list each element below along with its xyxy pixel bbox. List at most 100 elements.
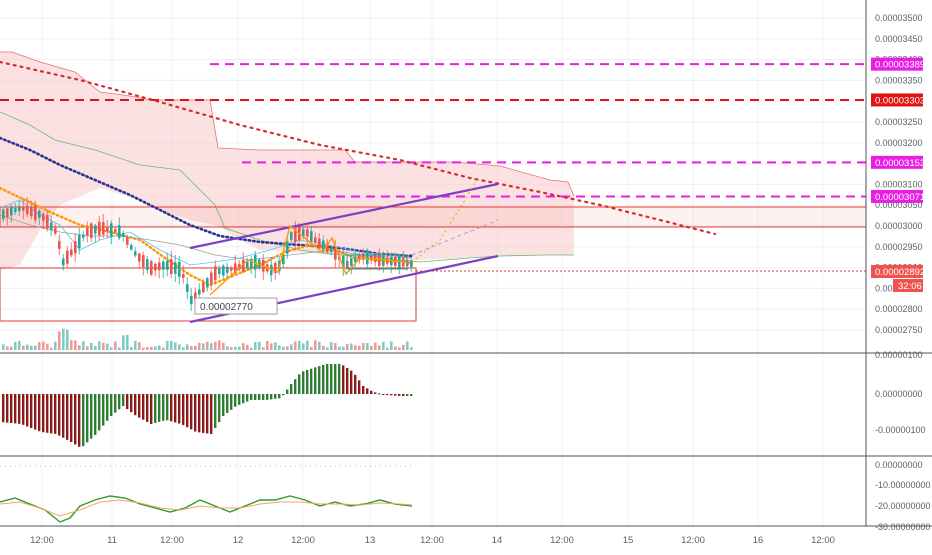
volume-bar xyxy=(230,347,233,350)
price-levels[interactable] xyxy=(0,63,866,198)
volume-bar xyxy=(366,343,369,350)
macd-bar xyxy=(182,394,185,426)
plot-area[interactable] xyxy=(0,0,866,550)
macd-bar xyxy=(242,394,245,404)
volume-bar xyxy=(126,334,129,350)
price-tick-label: 0.00002800 xyxy=(875,304,923,314)
candle-body xyxy=(410,260,413,268)
candle-body xyxy=(134,251,137,256)
macd-bar xyxy=(222,394,225,416)
descending-trendline[interactable] xyxy=(0,60,717,236)
candle-body xyxy=(106,226,109,232)
volume-bar xyxy=(38,342,41,350)
volume-bar xyxy=(330,341,333,350)
macd-bar xyxy=(58,394,61,436)
oscillator-axis[interactable]: 0.00000000 -10.00000000 -20.00000000 -30.00… xyxy=(875,460,931,532)
volume-bar xyxy=(222,342,225,350)
time-axis[interactable]: 12:00 11 12:00 12 12:00 13 12:00 14 12:00 15 12:00… xyxy=(30,535,835,546)
macd-bar xyxy=(266,394,269,400)
volume-bar xyxy=(306,340,309,350)
candle-body xyxy=(54,228,57,234)
candle-body xyxy=(290,232,293,240)
candle-body xyxy=(214,266,217,281)
candle-body xyxy=(10,207,13,216)
volume-bar xyxy=(34,345,37,350)
candle-body xyxy=(198,289,201,295)
candle-body xyxy=(90,223,93,238)
macd-bar xyxy=(42,394,45,433)
macd-bar xyxy=(70,394,73,442)
low-price-marker[interactable]: 0.00002770 xyxy=(194,297,278,315)
candle-body xyxy=(174,262,177,274)
candle-body xyxy=(318,238,321,248)
candle-body xyxy=(42,213,45,221)
time-tick-label: 12 xyxy=(233,535,244,546)
macd-bar xyxy=(378,393,381,395)
macd-bar xyxy=(94,394,97,435)
candle-body xyxy=(222,265,225,276)
level-tag-label: 0.00003071 xyxy=(875,192,925,203)
volume-bar xyxy=(394,346,397,350)
volume-bar xyxy=(138,342,141,350)
candle-body xyxy=(250,259,253,268)
volume-bar xyxy=(266,340,269,350)
macd-bar xyxy=(2,394,5,423)
candle-body xyxy=(218,268,221,274)
oscillator-line-signal xyxy=(0,499,413,517)
candle-body xyxy=(142,255,145,267)
range-box[interactable] xyxy=(346,254,408,270)
time-tick-label: 12:00 xyxy=(550,535,574,546)
volume-bar xyxy=(226,346,229,350)
oscillator-pane[interactable] xyxy=(0,465,413,523)
macd-bar xyxy=(390,394,393,396)
macd-bar xyxy=(386,394,389,396)
macd-bar xyxy=(230,394,233,410)
volume-bar xyxy=(206,341,209,350)
candle-body xyxy=(22,206,25,211)
volume-bar xyxy=(46,343,49,350)
level-tag xyxy=(871,189,923,203)
candle-body xyxy=(286,241,289,254)
candle-body xyxy=(162,261,165,270)
macd-axis[interactable]: 0.00000000 -0.00000100 0.00000100 xyxy=(875,350,926,435)
zigzag-pattern[interactable] xyxy=(209,224,409,296)
macd-bar xyxy=(354,374,357,394)
volume-bar xyxy=(194,345,197,350)
volume-bar xyxy=(298,340,301,350)
bar-countdown: 32:06 xyxy=(898,281,922,292)
macd-bar xyxy=(86,394,89,443)
volume-bar xyxy=(338,346,341,350)
volume-bar xyxy=(154,346,157,350)
volume-bar xyxy=(386,347,389,350)
volume-bar xyxy=(10,346,13,350)
macd-bar xyxy=(306,370,309,394)
candle-body xyxy=(206,278,209,288)
volume-bars xyxy=(2,328,413,350)
candle-body xyxy=(150,261,153,275)
volume-bar xyxy=(262,347,265,350)
price-level-tags: 0.00003389 0.00003303 0.00003153 0.00003071 xyxy=(871,57,925,203)
candle-body xyxy=(370,255,373,261)
macd-bar xyxy=(158,394,161,422)
volume-bar xyxy=(278,345,281,350)
macd-bar xyxy=(130,394,133,413)
candle-body xyxy=(246,261,249,268)
macd-bar xyxy=(178,394,181,424)
macd-bar xyxy=(22,394,25,425)
current-price-tag: 0.00002892 32:06 xyxy=(871,265,925,292)
macd-bar xyxy=(170,394,173,422)
volume-bar xyxy=(134,340,137,350)
candle-body xyxy=(326,243,329,253)
candle-body xyxy=(62,258,65,266)
candle-body xyxy=(158,262,161,271)
macd-bar xyxy=(234,394,237,407)
volume-bar xyxy=(142,347,145,350)
macd-bar xyxy=(38,394,41,432)
macd-histogram[interactable] xyxy=(2,364,413,447)
volume-bar xyxy=(74,340,77,350)
candle-body xyxy=(114,229,117,233)
macd-bar xyxy=(82,394,85,447)
macd-bar xyxy=(254,394,257,400)
